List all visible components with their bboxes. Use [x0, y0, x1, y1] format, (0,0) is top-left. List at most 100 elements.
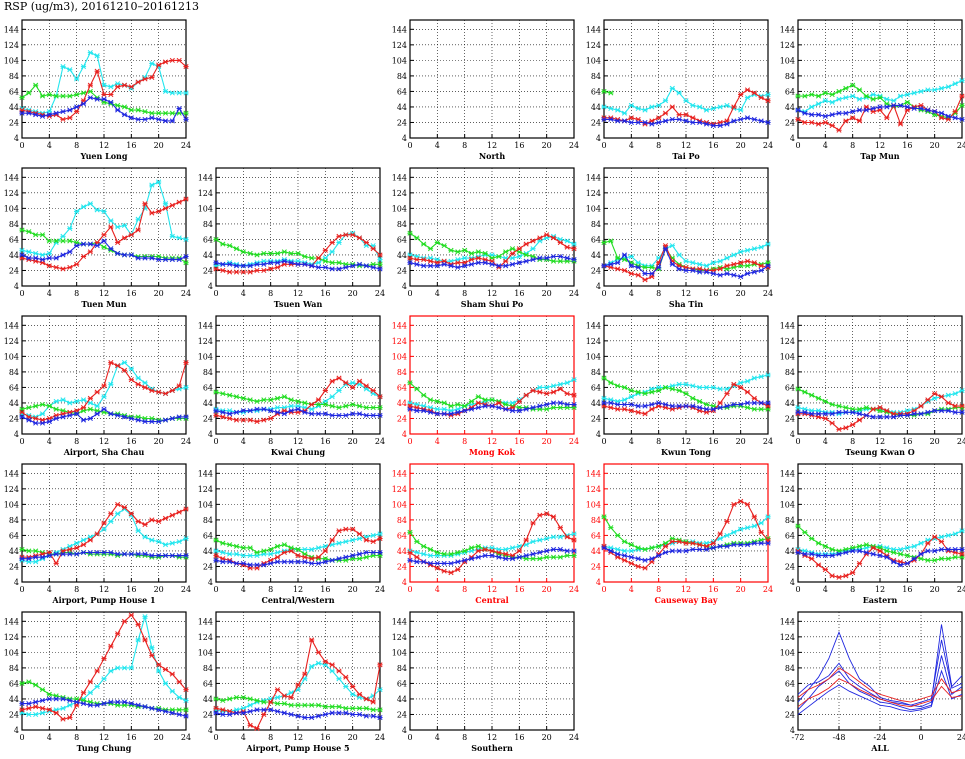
plot-frame [22, 316, 186, 434]
data-point-green [823, 544, 828, 548]
plot-frame [410, 464, 574, 582]
plot-frame [410, 612, 574, 730]
data-point-red [524, 242, 529, 246]
data-point-red [26, 706, 31, 710]
y-tick-label: 44 [785, 103, 795, 112]
data-point-blue [88, 703, 93, 707]
y-tick-label: 84 [203, 664, 213, 673]
data-point-red [663, 111, 668, 115]
data-point-red [227, 416, 232, 420]
x-tick-label: 24 [569, 437, 579, 446]
data-point-cyan [649, 105, 654, 109]
data-point-red [343, 233, 348, 237]
y-tick-label: 64 [591, 383, 601, 392]
y-tick-label: 4 [208, 282, 213, 291]
data-point-cyan [330, 395, 335, 399]
x-tick-label: 0 [407, 437, 412, 446]
y-tick-label: 104 [780, 352, 795, 361]
data-point-red [136, 382, 141, 386]
data-point-green [476, 544, 481, 548]
data-point-green [428, 547, 433, 551]
data-point-cyan [816, 102, 821, 106]
data-point-blue [752, 401, 757, 405]
y-tick-label: 84 [9, 516, 19, 525]
data-point-red [615, 407, 620, 411]
series-line-red [216, 640, 380, 729]
data-point-green [261, 549, 266, 553]
y-tick-label: 24 [397, 710, 407, 719]
data-point-red [248, 723, 253, 727]
data-point-red [136, 622, 141, 626]
data-point-cyan [81, 538, 86, 542]
plot-frame [798, 464, 962, 582]
data-point-cyan [177, 539, 182, 543]
data-point-cyan [690, 103, 695, 107]
x-tick-label: 4 [241, 733, 246, 742]
data-point-blue [170, 553, 175, 557]
data-point-cyan [350, 692, 355, 696]
y-tick-label: 44 [203, 251, 213, 260]
data-point-cyan [690, 261, 695, 265]
y-tick-label: 4 [790, 578, 795, 587]
x-tick-label: -48 [833, 733, 846, 742]
data-point-green [830, 402, 835, 406]
data-point-blue [122, 700, 127, 704]
data-point-blue [40, 698, 45, 702]
data-point-red [551, 390, 556, 394]
data-point-green [476, 395, 481, 399]
data-point-green [932, 558, 937, 562]
data-point-cyan [33, 251, 38, 255]
data-point-cyan [697, 262, 702, 266]
series-line-blue [22, 699, 186, 716]
data-point-red [343, 527, 348, 531]
data-point-cyan [350, 538, 355, 542]
data-point-red [877, 549, 882, 553]
data-point-green [843, 86, 848, 90]
data-point-green [530, 557, 535, 561]
data-point-red [336, 529, 341, 533]
y-tick-label: 124 [392, 485, 407, 494]
data-point-blue [234, 410, 239, 414]
data-point-blue [282, 711, 287, 715]
data-point-red [857, 561, 862, 565]
y-tick-label: 124 [198, 189, 213, 198]
x-tick-label: 0 [407, 141, 412, 150]
data-point-green [608, 381, 613, 385]
panel-title: Central/Western [261, 595, 334, 605]
data-point-blue [316, 265, 321, 269]
data-point-red [830, 421, 835, 425]
data-point-blue [830, 113, 835, 117]
data-point-red [129, 613, 134, 617]
data-point-blue [939, 111, 944, 115]
y-tick-label: 4 [208, 726, 213, 735]
data-point-green [898, 552, 903, 556]
data-point-cyan [302, 547, 307, 551]
data-point-blue [663, 550, 668, 554]
data-point-green [857, 88, 862, 92]
data-point-red [642, 566, 647, 570]
panel-title: ALL [870, 743, 889, 753]
panel-title: Eastern [863, 595, 898, 605]
data-point-cyan [234, 552, 239, 556]
data-point-cyan [248, 703, 253, 707]
data-point-red [88, 83, 93, 87]
data-point-green [254, 550, 259, 554]
y-tick-label: 84 [397, 72, 407, 81]
data-point-cyan [170, 689, 175, 693]
data-point-cyan [905, 546, 910, 550]
y-tick-label: 104 [198, 648, 213, 657]
data-point-blue [677, 117, 682, 121]
data-point-cyan [95, 684, 100, 688]
y-tick-label: 144 [780, 321, 795, 330]
data-point-cyan [752, 524, 757, 528]
data-point-blue [122, 552, 127, 556]
data-point-blue [697, 405, 702, 409]
data-point-green [371, 405, 376, 409]
data-point-blue [330, 711, 335, 715]
data-point-green [421, 544, 426, 548]
x-tick-label: 0 [795, 437, 800, 446]
y-tick-label: 4 [596, 134, 601, 143]
data-point-blue [442, 412, 447, 416]
